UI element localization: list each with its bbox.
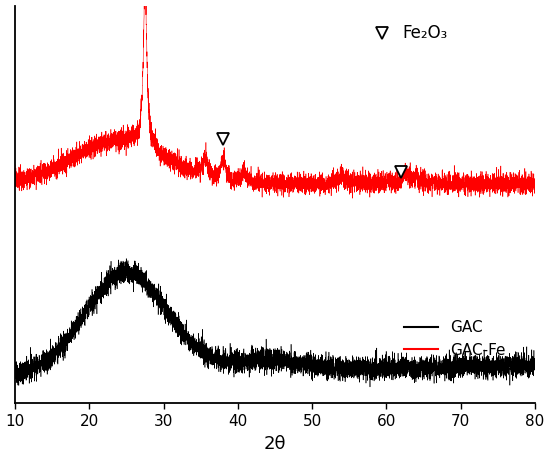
Text: Fe₂O₃: Fe₂O₃ [402, 24, 448, 42]
Legend: GAC, GAC-Fe: GAC, GAC-Fe [398, 314, 512, 364]
X-axis label: 2θ: 2θ [264, 436, 286, 453]
